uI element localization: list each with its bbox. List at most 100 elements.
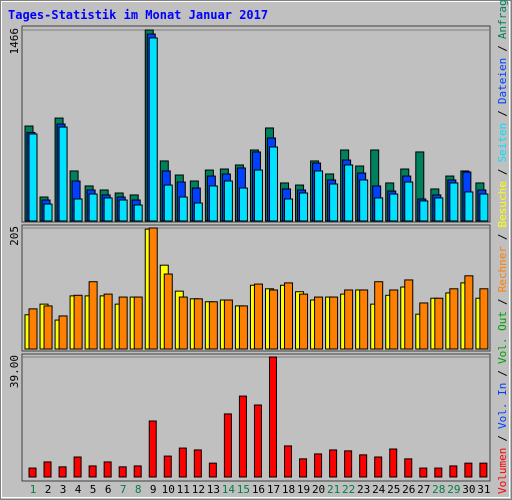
bar — [268, 356, 277, 478]
bar — [404, 279, 414, 350]
legend-entry: Besuche — [496, 181, 509, 227]
bar — [434, 197, 444, 222]
y-tick-label: 1466 — [8, 28, 21, 55]
bar — [449, 182, 459, 222]
bar — [28, 467, 37, 478]
bar — [148, 227, 158, 350]
bar — [118, 296, 128, 350]
bar — [88, 281, 98, 350]
legend-entry: Vol. In — [496, 383, 509, 429]
bar — [449, 288, 459, 350]
x-tick-label: 20 — [312, 483, 325, 496]
bar — [103, 197, 113, 222]
bar — [479, 462, 488, 478]
x-tick-label: 5 — [90, 483, 97, 496]
bar — [103, 461, 112, 478]
bar — [163, 455, 172, 478]
bar — [28, 133, 38, 222]
bar — [359, 179, 369, 222]
bar — [419, 302, 429, 350]
x-tick-label: 27 — [417, 483, 430, 496]
bar — [253, 404, 262, 478]
bar — [434, 297, 444, 350]
legend-entry: Dateien — [496, 58, 509, 104]
bar — [43, 203, 53, 222]
bar — [253, 169, 263, 222]
bar — [464, 275, 474, 350]
x-tick-label: 24 — [372, 483, 386, 496]
bar — [344, 450, 353, 478]
x-tick-label: 29 — [447, 483, 460, 496]
bar — [464, 191, 474, 222]
bar — [464, 462, 473, 478]
x-tick-label: 13 — [207, 483, 220, 496]
bar — [314, 453, 323, 478]
bar — [208, 301, 218, 350]
legend-separator: / — [496, 370, 509, 377]
x-tick-label: 4 — [75, 483, 82, 496]
bar — [88, 465, 97, 478]
legend: Volumen / Vol. In / Vol. Out / Rechner / Besuche… — [496, 0, 509, 494]
bar — [329, 183, 339, 222]
bar — [238, 305, 248, 350]
bar — [193, 202, 203, 222]
bar — [419, 200, 429, 222]
bar — [103, 293, 113, 350]
x-tick-label: 30 — [462, 483, 475, 496]
bar — [193, 298, 203, 350]
bar — [223, 413, 232, 478]
legend-entry: Seiten — [496, 123, 509, 163]
x-tick-label: 3 — [60, 483, 67, 496]
bar — [374, 456, 383, 478]
bar — [118, 466, 127, 478]
bar — [299, 458, 308, 478]
legend-separator: / — [496, 435, 509, 442]
x-tick-label: 16 — [252, 483, 265, 496]
bar — [389, 448, 398, 478]
x-tick-label: 22 — [342, 483, 355, 496]
bar — [133, 465, 142, 478]
x-tick-label: 9 — [150, 483, 157, 496]
bar — [73, 294, 83, 350]
bar — [434, 467, 443, 478]
bar — [148, 420, 157, 478]
bar — [374, 197, 384, 222]
bar — [268, 289, 278, 350]
x-tick-label: 18 — [282, 483, 295, 496]
bar — [268, 146, 278, 222]
bar — [449, 465, 458, 478]
legend-entry: Rechner — [496, 246, 509, 293]
bar — [389, 193, 399, 222]
bar — [284, 198, 294, 222]
bar — [73, 198, 83, 222]
legend-entry: Volumen — [496, 448, 509, 494]
bar — [223, 180, 233, 222]
x-tick-label: 21 — [327, 483, 340, 496]
bar — [314, 296, 324, 350]
bar — [238, 395, 247, 478]
bar — [284, 445, 293, 478]
bar — [133, 204, 143, 222]
bar — [389, 289, 399, 350]
bar — [118, 199, 128, 222]
x-tick-label: 26 — [402, 483, 415, 496]
x-tick-label: 8 — [135, 483, 142, 496]
bar — [178, 296, 188, 350]
bar — [58, 315, 68, 350]
bar — [329, 449, 338, 478]
bar — [178, 196, 188, 222]
y-tick-label: 205 — [8, 226, 21, 246]
legend-separator: / — [496, 110, 509, 117]
bar — [238, 187, 248, 222]
bar — [163, 273, 173, 350]
bar — [208, 185, 218, 222]
x-tick-label: 1 — [30, 483, 37, 496]
x-tick-label: 28 — [432, 483, 445, 496]
bar — [58, 126, 68, 222]
x-tick-label: 17 — [267, 483, 280, 496]
bar — [88, 193, 98, 222]
x-tick-label: 11 — [177, 483, 190, 496]
bar — [28, 308, 38, 350]
legend-entry: Anfragen — [496, 0, 509, 39]
bar — [299, 293, 309, 350]
